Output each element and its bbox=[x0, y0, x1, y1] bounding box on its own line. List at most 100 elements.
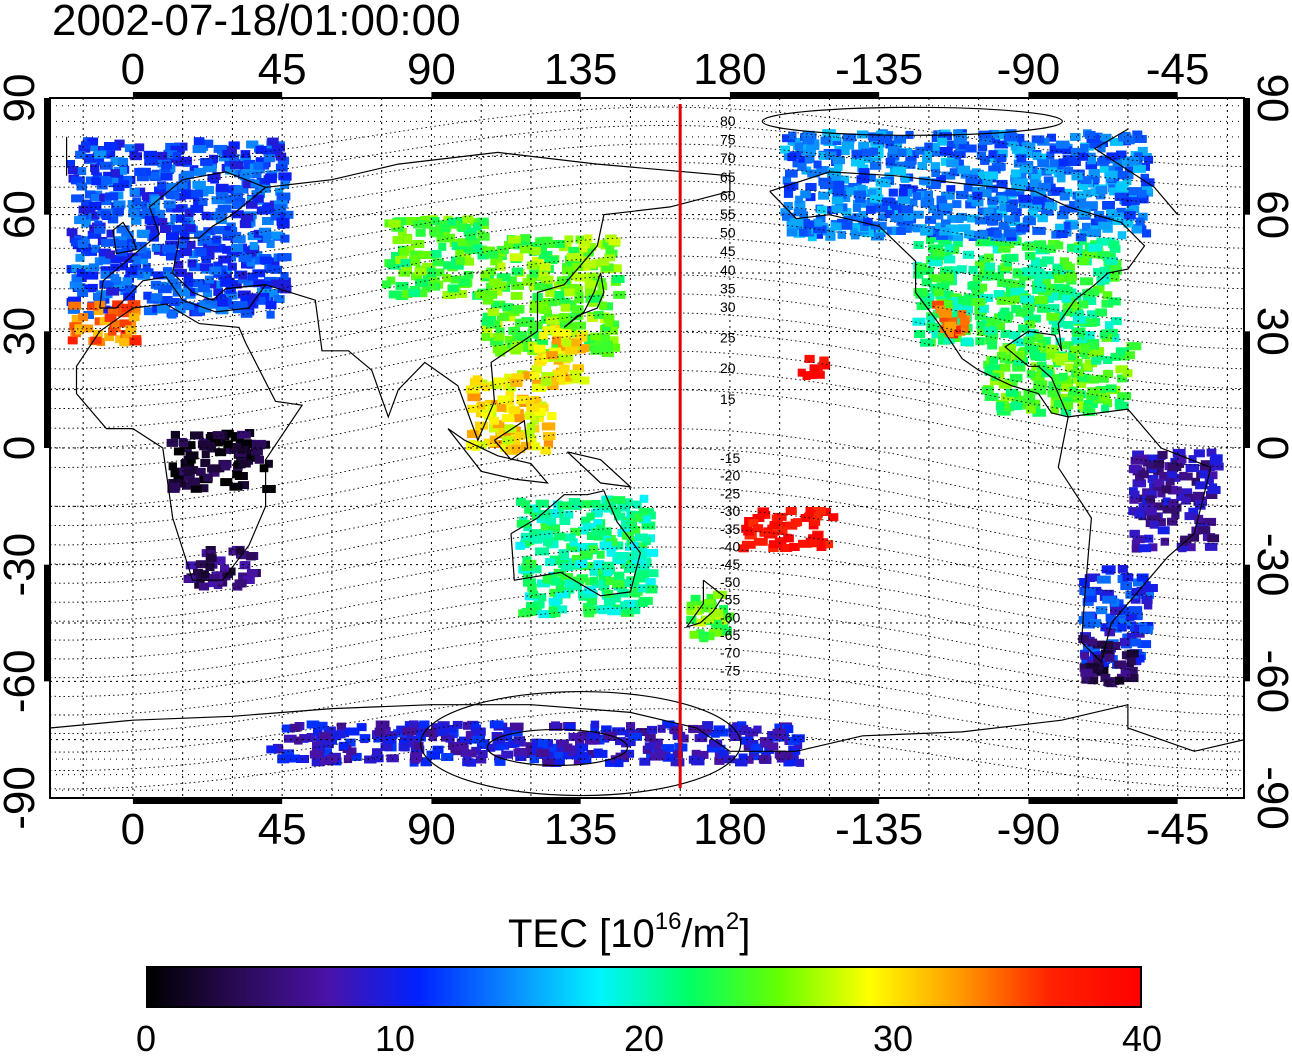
tec-cell-13 bbox=[1055, 353, 1069, 362]
tec-cell-0 bbox=[110, 263, 120, 272]
tec-cell-12 bbox=[1021, 141, 1031, 150]
tec-cell-1 bbox=[121, 303, 133, 312]
tec-cell-13 bbox=[1032, 408, 1046, 417]
tec-cell-6 bbox=[617, 503, 631, 512]
tec-cell-12 bbox=[900, 184, 912, 193]
tec-cell-12 bbox=[1015, 183, 1026, 192]
tec-cell-12 bbox=[1085, 161, 1098, 170]
tec-cell-12 bbox=[1086, 135, 1100, 143]
tec-cell-1 bbox=[127, 300, 141, 309]
tec-cell-12 bbox=[887, 146, 901, 155]
tec-cell-19 bbox=[700, 725, 713, 734]
tec-cell-12 bbox=[1138, 212, 1148, 221]
tec-cell-10 bbox=[986, 317, 1000, 326]
tec-cell-10 bbox=[975, 238, 989, 247]
tec-cell-12 bbox=[1090, 188, 1099, 197]
tec-cell-19 bbox=[320, 740, 334, 749]
tec-cell-10 bbox=[1012, 268, 1022, 277]
tec-cell-13 bbox=[1053, 399, 1068, 408]
tec-cell-6 bbox=[610, 594, 621, 603]
tec-cell-13 bbox=[1067, 352, 1076, 361]
tec-cell-0 bbox=[136, 173, 149, 182]
tec-cell-10 bbox=[972, 274, 983, 283]
tec-cell-19 bbox=[372, 748, 383, 757]
tec-cell-6 bbox=[612, 556, 626, 565]
tec-cell-12 bbox=[1071, 172, 1083, 181]
tec-cell-13 bbox=[1102, 399, 1113, 407]
tec-cell-10 bbox=[940, 249, 951, 257]
tec-cell-17 bbox=[166, 438, 178, 447]
mag-lat-label-1: 75 bbox=[720, 132, 736, 148]
tec-cell-15 bbox=[1130, 595, 1141, 604]
tec-cell-5 bbox=[541, 372, 555, 381]
tec-cell-3 bbox=[481, 270, 491, 279]
tec-cell-6 bbox=[637, 584, 647, 593]
tec-cell-0 bbox=[73, 167, 87, 176]
tec-cell-14 bbox=[1188, 455, 1197, 464]
tec-cell-7 bbox=[708, 628, 723, 637]
tec-cell-5 bbox=[522, 371, 535, 380]
tec-cell-19 bbox=[350, 752, 362, 761]
tec-cell-19 bbox=[644, 742, 656, 751]
tec-cell-6 bbox=[593, 532, 607, 541]
tec-cell-0 bbox=[213, 287, 223, 296]
tec-cell-5 bbox=[546, 382, 559, 390]
tec-cell-12 bbox=[861, 148, 873, 157]
tec-cell-0 bbox=[213, 261, 223, 270]
tec-cell-19 bbox=[396, 725, 408, 734]
tec-cell-3 bbox=[493, 300, 506, 309]
tec-cell-10 bbox=[1046, 312, 1060, 321]
tec-cell-6 bbox=[564, 579, 574, 588]
tec-cell-0 bbox=[81, 199, 93, 208]
tec-cell-19 bbox=[408, 720, 419, 729]
tec-cell-14 bbox=[1204, 542, 1218, 551]
tec-cell-18 bbox=[243, 576, 255, 584]
tec-cell-0 bbox=[159, 225, 172, 233]
coastline-10 bbox=[66, 128, 1179, 216]
tec-cell-15 bbox=[1099, 659, 1109, 668]
tec-cell-0 bbox=[192, 303, 201, 312]
tec-cell-0 bbox=[84, 153, 99, 162]
tec-cell-3 bbox=[573, 321, 586, 330]
tec-cell-6 bbox=[596, 550, 605, 559]
tec-cell-14 bbox=[1132, 479, 1147, 488]
tec-cell-0 bbox=[125, 267, 138, 276]
tec-cell-13 bbox=[1014, 352, 1024, 361]
tec-cell-3 bbox=[545, 289, 556, 298]
tec-cell-12 bbox=[949, 151, 962, 160]
tec-cell-6 bbox=[625, 521, 637, 530]
tec-cell-15 bbox=[1141, 596, 1153, 604]
tec-cell-10 bbox=[990, 272, 1004, 281]
y-tick-left-5: -60 bbox=[0, 650, 44, 714]
tec-cell-9 bbox=[808, 535, 819, 544]
tec-cell-13 bbox=[1090, 391, 1099, 400]
tec-cell-2 bbox=[474, 290, 487, 299]
tec-cell-0 bbox=[243, 279, 258, 288]
tec-cell-14 bbox=[1140, 503, 1150, 512]
mag-lat-label-17: -30 bbox=[720, 503, 740, 519]
tec-cell-0 bbox=[243, 159, 256, 168]
tec-cell-0 bbox=[226, 146, 237, 155]
tec-cell-2 bbox=[429, 229, 444, 238]
tec-cell-0 bbox=[141, 192, 153, 201]
tec-cell-12 bbox=[980, 156, 990, 165]
tec-cell-1 bbox=[71, 314, 84, 323]
tec-cell-4 bbox=[562, 329, 572, 338]
mag-contour bbox=[50, 626, 1244, 697]
tec-cell-10 bbox=[1051, 326, 1060, 335]
tec-cell-0 bbox=[158, 285, 172, 294]
tec-cell-3 bbox=[481, 333, 491, 341]
tec-cell-0 bbox=[165, 150, 177, 159]
tec-cell-10 bbox=[1033, 276, 1047, 285]
tec-cell-19 bbox=[403, 732, 414, 741]
tec-cell-19 bbox=[697, 750, 709, 759]
tec-cell-12 bbox=[850, 231, 860, 240]
tec-cell-14 bbox=[1157, 450, 1168, 459]
tec-cell-0 bbox=[77, 289, 89, 297]
tec-cell-14 bbox=[1147, 512, 1161, 521]
tec-cell-19 bbox=[311, 758, 325, 767]
tec-cell-12 bbox=[994, 140, 1009, 149]
tec-cell-0 bbox=[187, 259, 197, 268]
tec-cell-6 bbox=[583, 606, 597, 615]
tec-cell-17 bbox=[201, 450, 210, 459]
